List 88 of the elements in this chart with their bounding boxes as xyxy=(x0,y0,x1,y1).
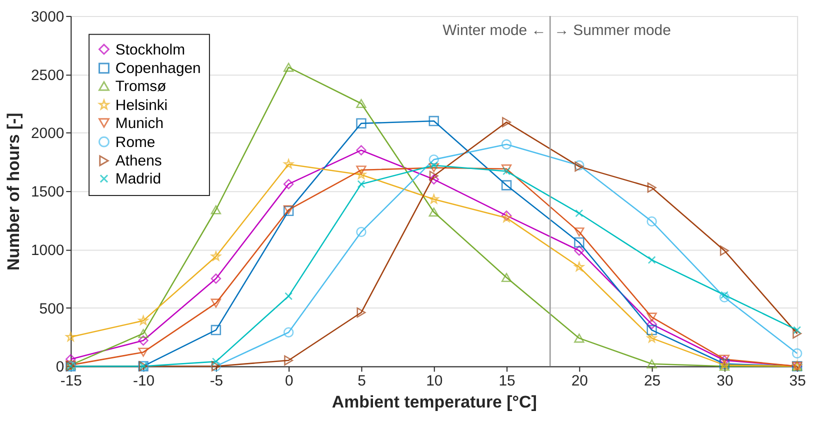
point xyxy=(720,246,729,256)
point xyxy=(356,99,366,108)
point xyxy=(646,216,657,227)
point xyxy=(574,246,584,256)
x-tick-label: -5 xyxy=(210,372,224,390)
x-tick-label: 35 xyxy=(789,372,806,390)
y-tick-label: 1500 xyxy=(31,184,64,201)
point xyxy=(792,328,802,339)
point xyxy=(430,161,438,170)
point xyxy=(501,180,512,190)
legend-label: Munich xyxy=(115,114,164,132)
legend-label: Rome xyxy=(115,134,156,151)
point xyxy=(646,319,657,330)
point xyxy=(210,298,222,308)
legend-label: Helsinki xyxy=(115,96,168,114)
point xyxy=(501,272,512,282)
point xyxy=(284,355,294,366)
point xyxy=(428,208,439,217)
point xyxy=(66,354,76,364)
point xyxy=(356,307,366,318)
point xyxy=(719,292,730,302)
point xyxy=(646,324,657,336)
x-axis-title: Ambient temperature [°C] xyxy=(332,392,537,412)
point xyxy=(501,139,512,150)
point xyxy=(283,62,294,72)
point xyxy=(356,166,366,175)
legend-label: Tromsø xyxy=(115,78,166,96)
y-tick-label: 3000 xyxy=(31,8,64,26)
x-tick-label: 30 xyxy=(716,372,734,390)
legend-label: Stockholm xyxy=(115,41,186,58)
point xyxy=(575,209,584,218)
point xyxy=(138,335,148,346)
point xyxy=(356,170,366,179)
y-tick-label: 500 xyxy=(39,300,64,318)
point xyxy=(647,182,656,193)
point xyxy=(574,227,584,236)
point xyxy=(356,226,366,238)
point xyxy=(211,251,221,261)
annotation: → Summer mode xyxy=(554,22,671,39)
y-axis-title: Number of hours [-] xyxy=(4,112,24,270)
y-tick-label: 2500 xyxy=(31,66,64,84)
point xyxy=(574,334,584,343)
y-tick-label: 2000 xyxy=(31,125,64,142)
x-tick-label: 10 xyxy=(426,372,443,390)
point xyxy=(646,359,657,368)
point xyxy=(574,262,584,272)
legend-label: Athens xyxy=(115,152,162,170)
point xyxy=(648,256,656,264)
point xyxy=(210,205,222,214)
point xyxy=(646,312,657,322)
point xyxy=(428,194,439,204)
legend-label: Copenhagen xyxy=(115,60,201,78)
point xyxy=(357,180,366,188)
x-tick-label: 15 xyxy=(498,372,516,390)
legend-label: Madrid xyxy=(115,170,162,188)
point xyxy=(428,116,439,126)
point xyxy=(502,117,512,128)
x-tick-label: 0 xyxy=(284,372,294,390)
point xyxy=(210,274,222,284)
point xyxy=(210,324,222,336)
point xyxy=(356,118,366,128)
point xyxy=(429,170,438,181)
point xyxy=(720,291,728,299)
x-tick-label: 25 xyxy=(644,372,661,390)
point xyxy=(428,154,439,165)
point xyxy=(574,237,584,248)
point xyxy=(66,332,76,342)
point xyxy=(501,164,512,174)
point xyxy=(138,329,148,338)
point xyxy=(283,327,294,338)
point xyxy=(212,358,220,366)
point xyxy=(793,326,802,334)
annotation: Winter mode ← xyxy=(442,22,546,39)
x-tick-label: 20 xyxy=(571,372,588,390)
point xyxy=(284,292,293,300)
point xyxy=(284,159,294,168)
point xyxy=(138,348,148,357)
x-tick-label: -10 xyxy=(133,372,155,390)
point xyxy=(646,333,657,342)
point xyxy=(502,167,511,176)
point xyxy=(138,316,148,325)
point xyxy=(356,145,366,156)
point xyxy=(428,174,439,185)
y-tick-label: 1000 xyxy=(31,242,64,259)
point xyxy=(428,163,439,172)
point xyxy=(792,348,802,358)
x-tick-label: 5 xyxy=(358,372,366,390)
point xyxy=(283,178,294,190)
